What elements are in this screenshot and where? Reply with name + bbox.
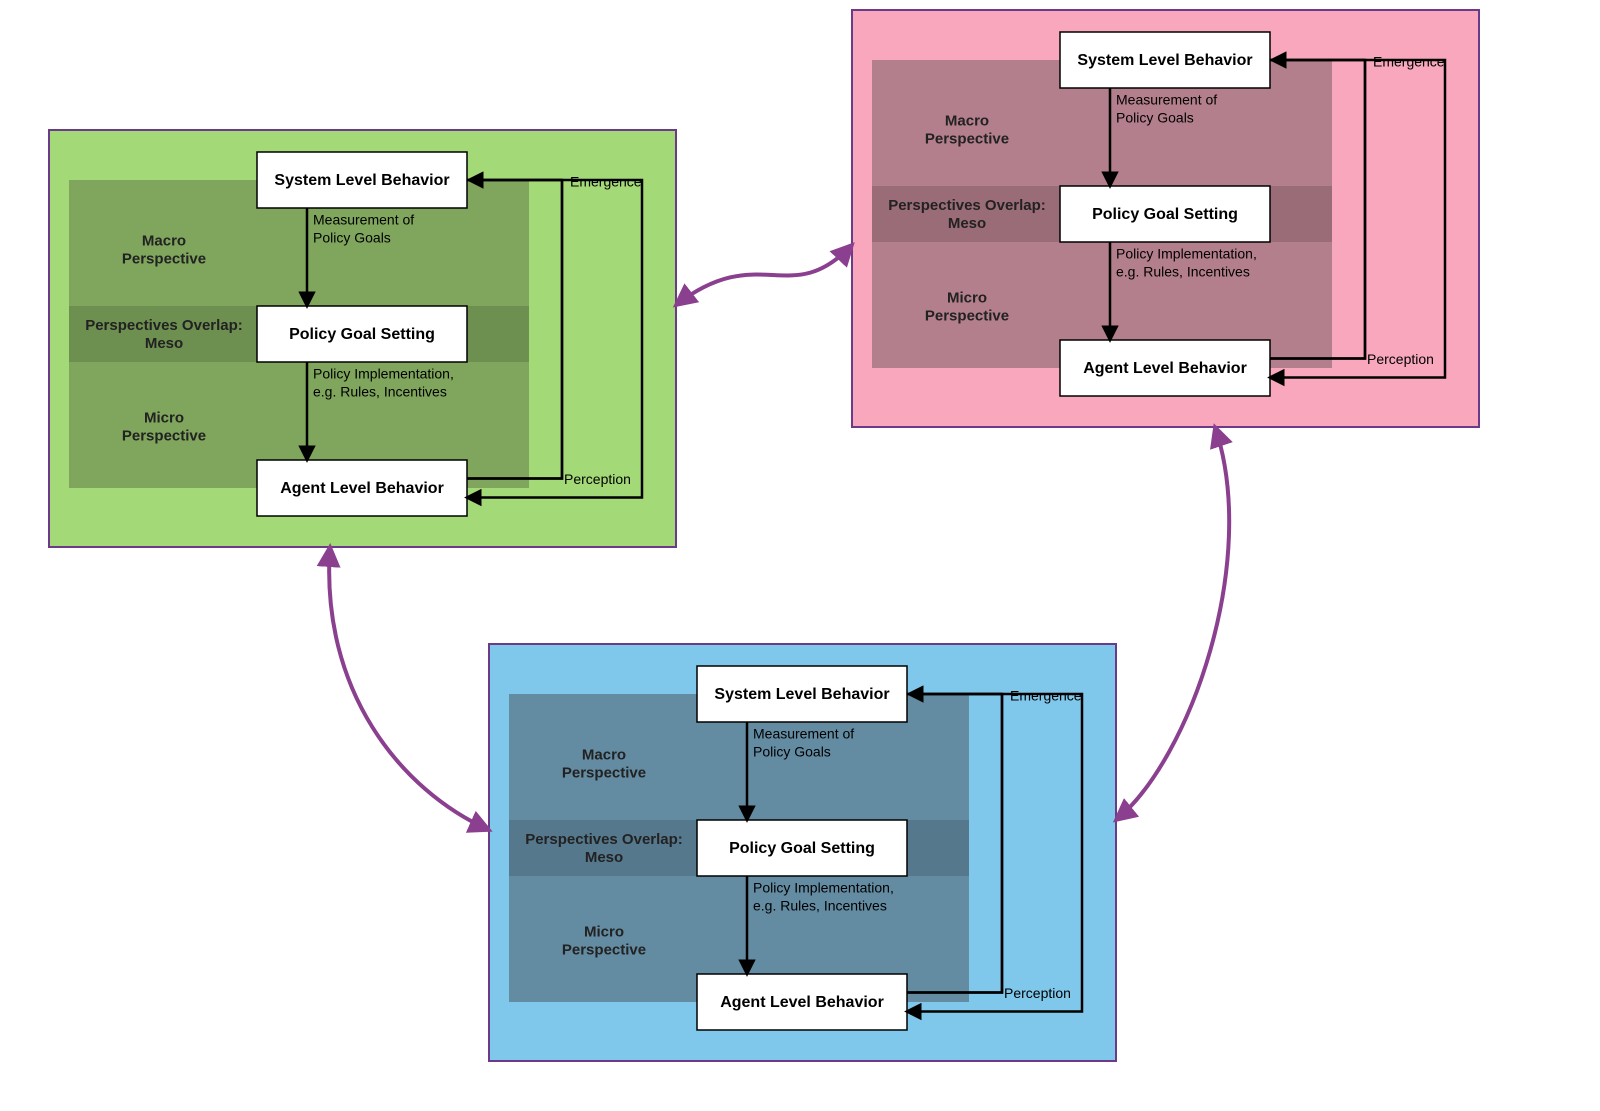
measurement-label-line1: Measurement of xyxy=(753,725,854,741)
connector-pink_blue xyxy=(1116,427,1229,820)
perception-label: Perception xyxy=(1004,985,1071,1001)
connector-green_pink xyxy=(676,245,852,305)
macro-label-line1: Macro xyxy=(945,113,989,130)
implementation-label-line2: e.g. Rules, Incentives xyxy=(313,383,447,399)
system-level-node-label: System Level Behavior xyxy=(274,172,449,189)
measurement-label-line1: Measurement of xyxy=(313,211,414,227)
micro-label-line2: Perspective xyxy=(562,942,646,959)
agent-level-node-label: Agent Level Behavior xyxy=(720,994,884,1011)
meso-label-line2: Meso xyxy=(948,215,986,232)
perception-label: Perception xyxy=(564,471,631,487)
emergence-label: Emergence xyxy=(1373,54,1445,70)
emergence-label: Emergence xyxy=(570,174,642,190)
macro-label-line2: Perspective xyxy=(925,131,1009,148)
perception-label: Perception xyxy=(1367,351,1434,367)
micro-label-line2: Perspective xyxy=(925,308,1009,325)
measurement-label-line2: Policy Goals xyxy=(1116,109,1194,125)
implementation-label-line2: e.g. Rules, Incentives xyxy=(1116,263,1250,279)
system-level-node-label: System Level Behavior xyxy=(714,686,889,703)
agent-level-node-label: Agent Level Behavior xyxy=(1083,360,1247,377)
emergence-label: Emergence xyxy=(1010,688,1082,704)
measurement-label-line2: Policy Goals xyxy=(753,743,831,759)
micro-label-line1: Micro xyxy=(584,924,624,941)
macro-label-line1: Macro xyxy=(582,747,626,764)
meso-label-line1: Perspectives Overlap: xyxy=(888,197,1046,214)
agent-level-node-label: Agent Level Behavior xyxy=(280,480,444,497)
policy-goal-node-label: Policy Goal Setting xyxy=(729,840,875,857)
meso-label-line2: Meso xyxy=(145,335,183,352)
implementation-label-line1: Policy Implementation, xyxy=(753,879,894,895)
implementation-label-line2: e.g. Rules, Incentives xyxy=(753,897,887,913)
implementation-label-line1: Policy Implementation, xyxy=(1116,245,1257,261)
micro-label-line1: Micro xyxy=(947,290,987,307)
macro-label-line2: Perspective xyxy=(122,251,206,268)
meso-label-line1: Perspectives Overlap: xyxy=(525,831,683,848)
policy-goal-node-label: Policy Goal Setting xyxy=(1092,206,1238,223)
macro-label-line2: Perspective xyxy=(562,765,646,782)
micro-label-line2: Perspective xyxy=(122,428,206,445)
meso-label-line1: Perspectives Overlap: xyxy=(85,317,243,334)
panel-green: MacroPerspectivePerspectives Overlap:Mes… xyxy=(49,130,676,547)
implementation-label-line1: Policy Implementation, xyxy=(313,365,454,381)
diagram-canvas: MacroPerspectivePerspectives Overlap:Mes… xyxy=(0,0,1600,1111)
system-level-node-label: System Level Behavior xyxy=(1077,52,1252,69)
meso-label-line2: Meso xyxy=(585,849,623,866)
measurement-label-line1: Measurement of xyxy=(1116,91,1217,107)
micro-label-line1: Micro xyxy=(144,410,184,427)
macro-label-line1: Macro xyxy=(142,233,186,250)
policy-goal-node-label: Policy Goal Setting xyxy=(289,326,435,343)
measurement-label-line2: Policy Goals xyxy=(313,229,391,245)
connector-blue_green xyxy=(329,547,489,830)
panel-pink: MacroPerspectivePerspectives Overlap:Mes… xyxy=(852,10,1479,427)
panel-blue: MacroPerspectivePerspectives Overlap:Mes… xyxy=(489,644,1116,1061)
